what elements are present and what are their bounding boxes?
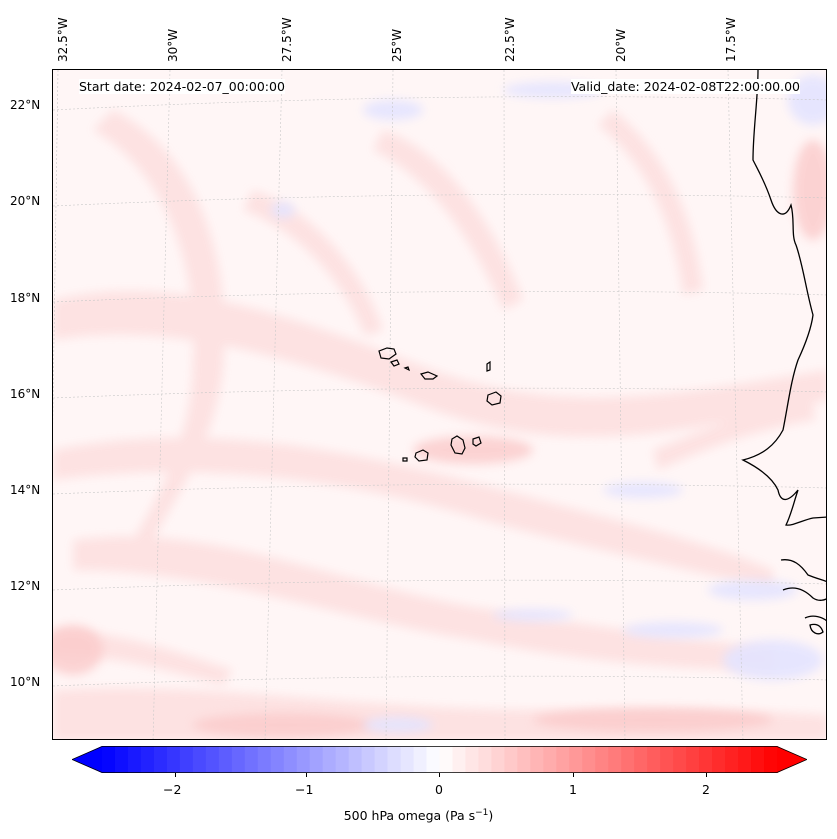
colorbar-step: [309, 746, 324, 773]
lon-label-22-5w: 22.5°W: [503, 17, 517, 62]
lon-label-20w: 20°W: [614, 28, 628, 62]
cb-tick-m2: −2: [163, 782, 182, 797]
colorbar-step: [699, 746, 713, 773]
colorbar-step: [647, 746, 661, 773]
colorbar-title-end: ): [488, 808, 494, 824]
colorbar-step: [374, 746, 389, 773]
colorbar-step: [543, 746, 557, 773]
colorbar-step: [335, 746, 350, 773]
colorbar-step: [478, 746, 493, 773]
colorbar-step: [361, 746, 376, 773]
colorbar-step: [257, 746, 272, 773]
colorbar-step: [621, 746, 635, 773]
colorbar-step: [725, 746, 739, 773]
colorbar-step: [400, 746, 415, 773]
colorbar-step: [270, 746, 285, 773]
omega-field-map: [53, 70, 826, 739]
positive-omega-stronger: [53, 140, 826, 737]
cb-tick-2: 2: [702, 782, 710, 797]
colorbar-step: [569, 746, 583, 773]
colorbar-step: [192, 746, 207, 773]
cb-tickmark-m1: [306, 773, 307, 777]
colorbar-step: [153, 746, 168, 773]
map-panel[interactable]: Start date: 2024-02-07_00:00:00 Valid_da…: [52, 69, 827, 740]
colorbar-step: [660, 746, 674, 773]
start-date-label: Start date: 2024-02-07_00:00:00: [79, 79, 285, 94]
colorbar-step: [556, 746, 570, 773]
colorbar-step: [322, 746, 337, 773]
colorbar-step: [114, 746, 129, 773]
lat-label-18n: 18°N: [10, 291, 41, 305]
colorbar-step: [283, 746, 298, 773]
colorbar-step: [751, 746, 765, 773]
colorbar-step: [686, 746, 700, 773]
colorbar-step: [166, 746, 181, 773]
lat-label-22n: 22°N: [10, 98, 41, 112]
lat-label-20n: 20°N: [10, 194, 41, 208]
colorbar-step: [634, 746, 648, 773]
colorbar-step: [595, 746, 609, 773]
colorbar-extend-min: [72, 746, 102, 773]
cb-tickmark-1: [573, 773, 574, 777]
colorbar-step: [102, 746, 116, 773]
cb-tick-1: 1: [569, 782, 577, 797]
cape-verde-islands: [378, 347, 502, 462]
cb-tickmark-2: [706, 773, 707, 777]
colorbar-step: [465, 746, 480, 773]
africa-coastline: [741, 70, 826, 635]
lon-label-27-5w: 27.5°W: [280, 17, 294, 62]
colorbar-extend-max: [777, 746, 807, 773]
colorbar-step: [296, 746, 311, 773]
graticule: [53, 70, 826, 739]
colorbar-step: [413, 746, 428, 773]
valid-date-label: Valid_date: 2024-02-08T22:00:00.00: [570, 79, 800, 94]
colorbar-step: [504, 746, 518, 773]
colorbar-title-main: 500 hPa omega (Pa s: [343, 808, 476, 824]
colorbar-step: [439, 746, 454, 773]
lon-label-25w: 25°W: [390, 28, 404, 62]
colorbar-title-exponent: −1: [475, 808, 489, 818]
colorbar-step: [218, 746, 233, 773]
colorbar-step: [738, 746, 752, 773]
cb-tick-0: 0: [435, 782, 443, 797]
colorbar-step: [608, 746, 622, 773]
colorbar-step: [179, 746, 194, 773]
colorbar-step: [712, 746, 726, 773]
lon-label-32-5w: 32.5°W: [56, 17, 70, 62]
lat-label-12n: 12°N: [10, 579, 41, 593]
colorbar-step: [530, 746, 544, 773]
colorbar-step: [387, 746, 402, 773]
lat-label-16n: 16°N: [10, 387, 41, 401]
lat-label-14n: 14°N: [10, 483, 41, 497]
lon-label-30w: 30°W: [166, 28, 180, 62]
cb-tick-m1: −1: [295, 782, 314, 797]
colorbar-step: [426, 746, 441, 773]
colorbar-step: [582, 746, 596, 773]
colorbar-step: [205, 746, 220, 773]
colorbar-outline: [72, 746, 807, 773]
cb-tickmark-m2: [175, 773, 176, 777]
colorbar-step: [764, 746, 778, 773]
colorbar-title: 500 hPa omega (Pa s−1): [0, 808, 837, 823]
colorbar-step: [140, 746, 155, 773]
colorbar-step: [231, 746, 246, 773]
colorbar: [72, 746, 807, 773]
negative-omega-areas: [271, 75, 826, 733]
colorbar-step: [517, 746, 531, 773]
colorbar-step: [127, 746, 142, 773]
lat-label-10n: 10°N: [10, 675, 41, 689]
colorbar-step: [673, 746, 687, 773]
cb-tickmark-0: [439, 773, 440, 777]
colorbar-step: [348, 746, 363, 773]
colorbar-step: [452, 746, 467, 773]
lon-label-17-5w: 17.5°W: [724, 17, 738, 62]
colorbar-step: [491, 746, 506, 773]
colorbar-step: [244, 746, 259, 773]
